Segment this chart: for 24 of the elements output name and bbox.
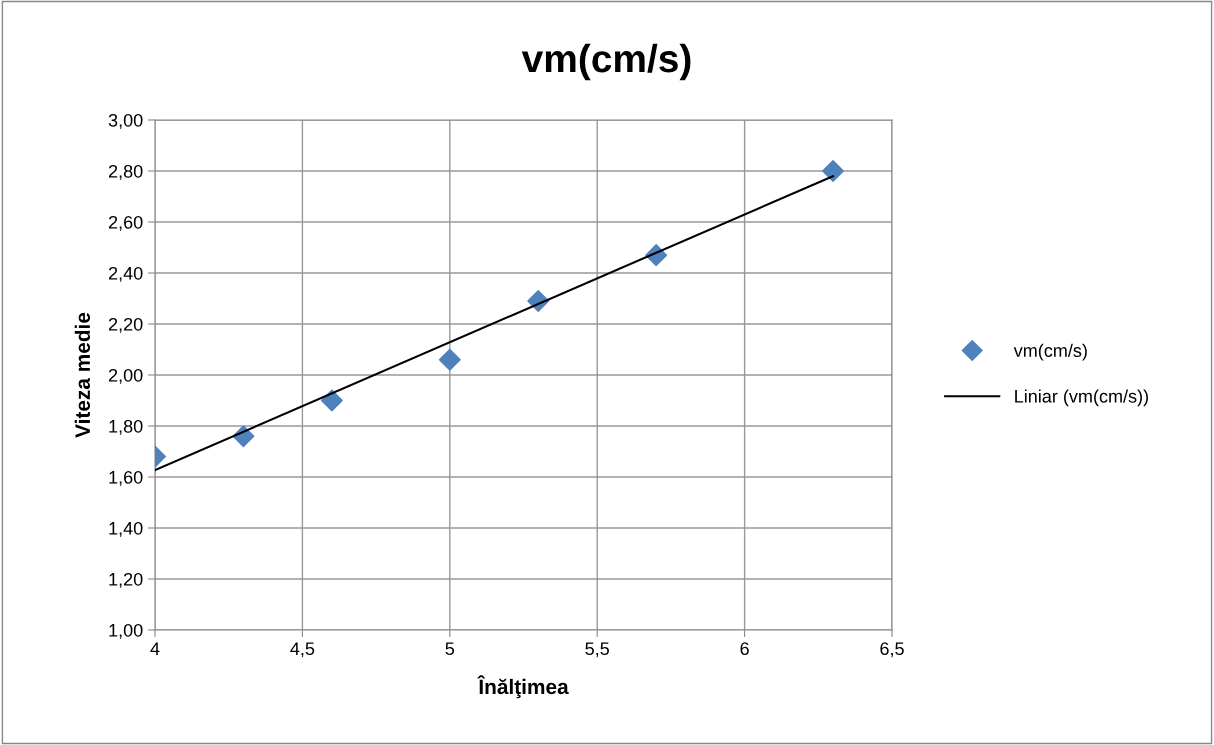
y-tick-label: 1,80 <box>109 419 143 435</box>
legend-label: Liniar (vm(cm/s)) <box>1015 389 1148 407</box>
y-tick-label: 1,60 <box>109 470 143 486</box>
y-tick-label: 2,20 <box>108 317 143 333</box>
chart-title: vm(cm/s) <box>521 43 691 81</box>
y-tick-label: 2,00 <box>108 368 143 384</box>
x-axis-title: Înălţimea <box>477 675 569 699</box>
x-tick-label: 4,5 <box>290 642 315 658</box>
point <box>438 348 461 371</box>
x-tick-label: 6,5 <box>880 642 904 658</box>
x-tick-label: 5 <box>445 642 455 656</box>
x-tick-label: 6 <box>740 642 749 656</box>
y-tick-label: 2,40 <box>108 266 143 282</box>
y-tick-label: 1,20 <box>109 572 143 588</box>
y-tick-label: 3,00 <box>108 113 143 129</box>
y-tick-label: 2,80 <box>108 164 143 180</box>
y-axis-title: Viteza medie <box>74 312 91 438</box>
x-tick-label: 5,5 <box>585 642 609 658</box>
x-tick-label: 4 <box>150 642 160 655</box>
y-tick-label: 1,00 <box>109 623 143 639</box>
legend-label: vm(cm/s) <box>1013 343 1087 361</box>
y-tick-label: 2,60 <box>108 215 143 231</box>
y-tick-label: 1,40 <box>109 521 143 537</box>
point <box>822 160 845 182</box>
